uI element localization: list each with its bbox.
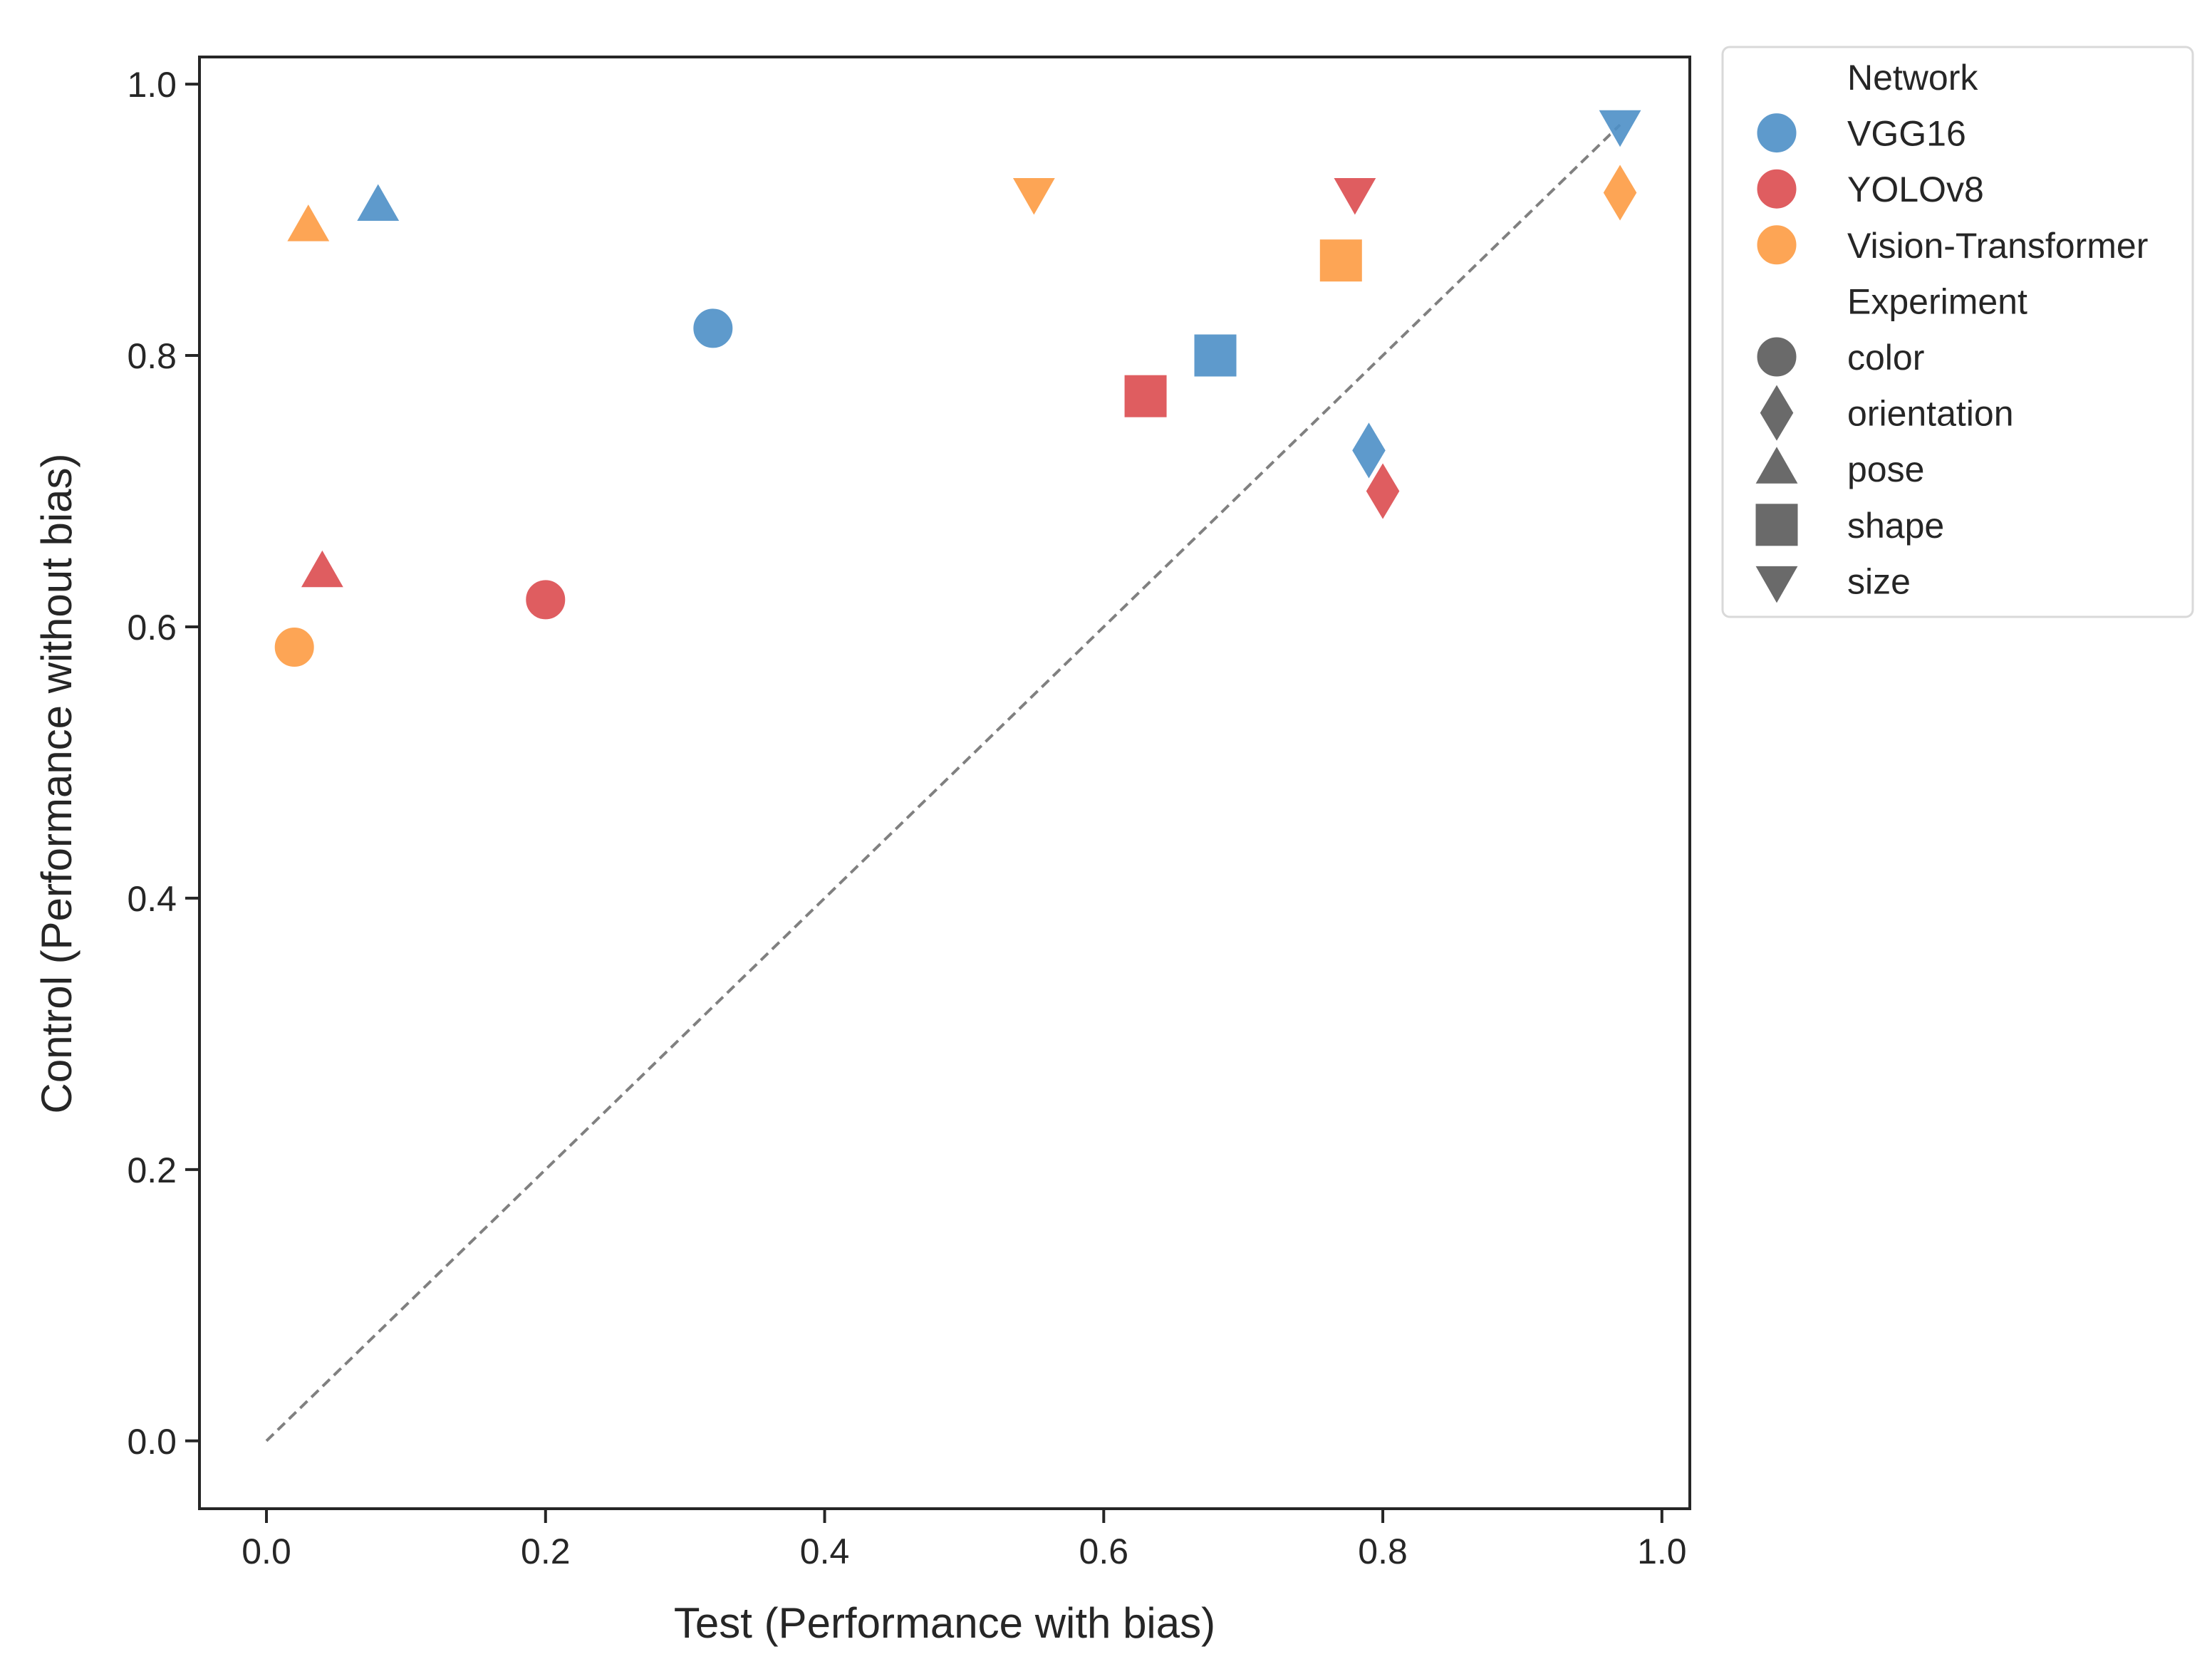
legend-label-color: color (1847, 338, 1924, 378)
legend-marker-shape (1753, 501, 1800, 548)
y-tick-label: 1.0 (127, 65, 177, 105)
point-vgg16-orientation (1349, 418, 1388, 483)
y-tick-label: 0.6 (127, 608, 177, 648)
x-tick-label: 0.4 (800, 1532, 850, 1571)
plot-frame (198, 56, 1691, 1510)
legend-label-vision-transformer: Vision-Transformer (1847, 226, 2148, 266)
point-yolov8-orientation (1364, 459, 1402, 524)
point-yolov8-pose (297, 546, 347, 590)
legend-box (1721, 46, 2194, 618)
x-tick-label: 1.0 (1637, 1532, 1687, 1571)
y-tick-label: 0.0 (127, 1422, 177, 1462)
point-vgg16-shape (1192, 332, 1239, 379)
legend-label-yolov8: YOLOv8 (1847, 170, 1984, 209)
legend-marker-pose (1752, 442, 1802, 486)
point-yolov8-size (1330, 175, 1380, 219)
y-axis-label: Control (Performance without bias) (33, 453, 81, 1113)
point-vision-transformer-orientation (1601, 160, 1639, 225)
x-axis-label: Test (Performance with bias) (674, 1599, 1215, 1647)
legend-network-title: Network (1847, 58, 1978, 98)
legend-label-size: size (1847, 561, 1911, 601)
legend-label-pose: pose (1847, 449, 1924, 489)
y-tick-label: 0.2 (127, 1150, 177, 1190)
point-vision-transformer-size (1009, 175, 1059, 219)
x-tick-label: 0.0 (242, 1532, 291, 1571)
plot-area (198, 56, 1691, 1510)
point-vision-transformer-pose (284, 200, 333, 244)
point-vision-transformer-shape (1317, 237, 1364, 284)
x-tick-label: 0.8 (1358, 1532, 1408, 1571)
point-vgg16-pose (353, 180, 403, 224)
y-tick-label: 0.8 (127, 336, 177, 376)
point-yolov8-color (524, 578, 568, 622)
x-tick-label: 0.2 (521, 1532, 571, 1571)
legend-marker-color (1755, 335, 1799, 379)
point-yolov8-shape (1122, 373, 1169, 420)
legend-label-vgg16: VGG16 (1847, 114, 1966, 154)
legend-label-orientation: orientation (1847, 394, 2014, 434)
x-axis: 0.0 0.2 0.4 0.6 0.8 1.0 (242, 1509, 1687, 1571)
point-vision-transformer-color (272, 625, 316, 670)
legend-experiment-title: Experiment (1847, 281, 2027, 321)
legend-marker-yolov8 (1755, 167, 1799, 211)
legend-marker-size (1752, 563, 1802, 608)
y-tick-label: 0.4 (127, 879, 177, 919)
point-vgg16-size (1595, 108, 1645, 152)
legend-marker-vision-transformer (1755, 223, 1799, 267)
x-tick-label: 0.6 (1079, 1532, 1129, 1571)
point-vgg16-color (691, 306, 735, 350)
legend-label-shape: shape (1847, 506, 1944, 546)
legend-marker-vgg16 (1755, 111, 1799, 155)
y-axis: 0.0 0.2 0.4 0.6 0.8 1.0 (127, 65, 199, 1462)
legend: Network VGG16 YOLOv8 Vision-Transformer Expe… (1721, 46, 2194, 618)
reference-diagonal-line (265, 123, 1621, 1442)
